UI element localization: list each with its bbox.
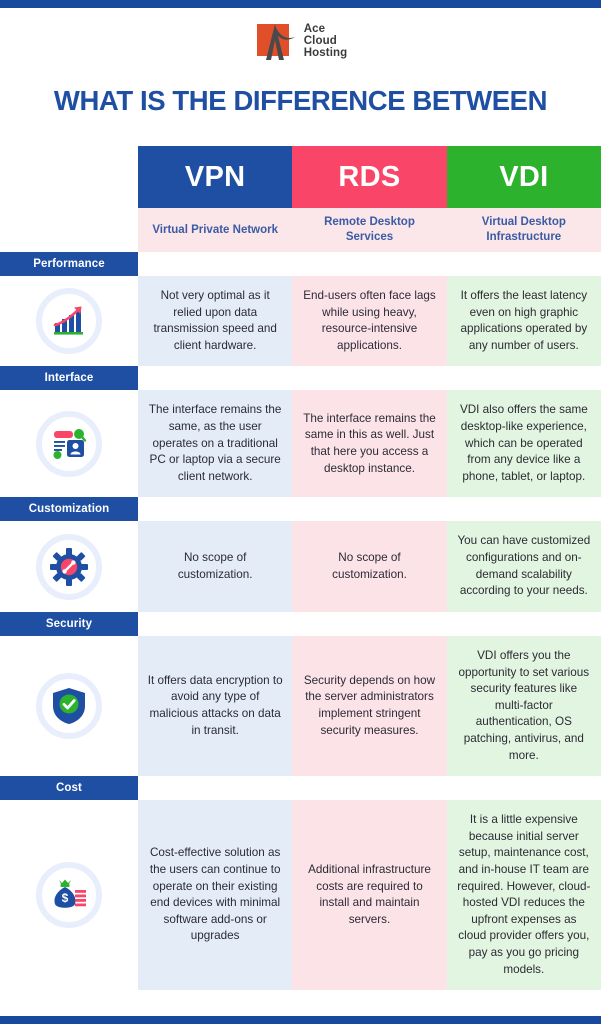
row-icon-security [0, 635, 138, 777]
cell-security-vdi-text: VDI offers you the opportunity to set va… [458, 648, 590, 762]
row-icon-cost: $ [0, 800, 138, 991]
table-header-row: VPN RDS VDI [0, 146, 601, 208]
row-icon-customization [0, 521, 138, 612]
cell-interface-vdi-text: VDI also offers the same desktop-like ex… [459, 403, 588, 483]
column-header-rds-label: RDS [338, 160, 401, 193]
brand-logo: Ace Cloud Hosting [254, 18, 348, 66]
cell-customization-rds: No scope of customization. [292, 521, 447, 612]
cell-interface-vdi: VDI also offers the same desktop-like ex… [446, 390, 601, 498]
section-badge-interface-label: Interface [44, 372, 94, 385]
section-badge-security-label: Security [45, 617, 93, 630]
cell-customization-vpn: No scope of customization. [138, 521, 293, 612]
header: Ace Cloud Hosting WHAT IS THE DIFFERENCE… [0, 0, 601, 117]
table-row: Not very optimal as it relied upon data … [0, 276, 601, 367]
ace-cloud-hosting-logo-icon [254, 20, 298, 64]
subtitle-corner-spacer [0, 208, 138, 252]
column-header-vdi: VDI [446, 146, 601, 208]
brand-line-1: Ace [303, 23, 326, 36]
page-title: WHAT IS THE DIFFERENCE BETWEEN [53, 85, 548, 116]
top-accent-bar [0, 0, 601, 8]
table-row: No scope of customization. No scope of c… [0, 521, 601, 612]
column-header-vpn: VPN [138, 146, 293, 208]
section-badge-performance: Performance [0, 252, 138, 276]
column-header-vdi-label: VDI [499, 160, 549, 193]
section-badge-performance-label: Performance [33, 258, 105, 270]
column-subtitle-vpn-label: Virtual Private Network [152, 223, 279, 236]
section-badge-customization-label: Customization [28, 503, 110, 516]
column-header-rds: RDS [292, 146, 447, 208]
cell-customization-rds-text: No scope of customization. [332, 551, 407, 581]
row-icon-performance [0, 276, 138, 367]
svg-text:$: $ [62, 891, 69, 905]
comparison-table: VPN RDS VDI Virtual Private Network Remo… [0, 146, 601, 991]
bar-chart-growth-icon [36, 288, 102, 355]
bottom-accent-bar [0, 1016, 601, 1024]
cell-interface-vpn-text: The interface remains the same, as the u… [148, 403, 282, 483]
section-badge-cost-label: Cost [56, 782, 82, 795]
section-label-customization: Customization [0, 497, 601, 522]
table-row: $ Cost-effective solution as the users c… [0, 800, 601, 991]
table-row: The interface remains the same, as the u… [0, 390, 601, 498]
section-label-cost: Cost [0, 776, 601, 801]
cell-customization-vpn-text: No scope of customization. [177, 551, 253, 581]
column-subtitle-vdi-label: Virtual Desktop Infrastructure [481, 216, 566, 243]
cell-cost-rds-text: Additional infrastructure costs are requ… [308, 863, 431, 926]
section-badge-interface: Interface [0, 366, 138, 391]
gear-wrench-icon [36, 533, 102, 600]
cell-customization-vdi-text: You can have customized configurations a… [457, 534, 591, 598]
cell-cost-vdi-text: It is a little expensive because initial… [457, 813, 591, 976]
column-subtitle-rds-label: Remote Desktop Services [324, 216, 415, 243]
brand-line-3: Hosting [303, 46, 348, 59]
column-subtitle-vdi: Virtual Desktop Infrastructure [446, 208, 601, 252]
cell-interface-rds-text: The interface remains the same in this a… [303, 411, 436, 475]
cell-customization-vdi: You can have customized configurations a… [446, 521, 601, 612]
cell-cost-rds: Additional infrastructure costs are requ… [292, 800, 447, 991]
cell-cost-vpn-text: Cost-effective solution as the users can… [149, 846, 281, 943]
row-icon-interface [0, 390, 138, 498]
cell-security-vdi: VDI offers you the opportunity to set va… [446, 635, 601, 777]
column-header-vpn-label: VPN [184, 160, 246, 193]
cell-performance-vdi-text: It offers the least latency even on high… [460, 289, 588, 352]
section-badge-cost: Cost [0, 776, 138, 801]
shield-check-icon [36, 673, 102, 740]
table-row: It offers data encryption to avoid any t… [0, 635, 601, 777]
header-corner-spacer [0, 146, 138, 208]
cell-security-vpn-text: It offers data encryption to avoid any t… [147, 673, 283, 737]
section-label-performance: Performance [0, 252, 601, 276]
brand-name: Ace Cloud Hosting [303, 23, 348, 60]
column-subtitle-rds: Remote Desktop Services [292, 208, 447, 252]
section-badge-security: Security [0, 611, 138, 636]
brand-line-2: Cloud [303, 35, 337, 48]
cell-performance-vpn: Not very optimal as it relied upon data … [138, 276, 293, 367]
cell-performance-vdi: It offers the least latency even on high… [446, 276, 601, 367]
section-label-interface: Interface [0, 366, 601, 391]
cell-security-rds-text: Security depends on how the server admin… [303, 673, 436, 737]
cell-performance-vpn-text: Not very optimal as it relied upon data … [153, 289, 277, 352]
money-bag-icon: $ [36, 862, 102, 929]
table-subtitle-row: Virtual Private Network Remote Desktop S… [0, 208, 601, 252]
section-badge-customization: Customization [0, 497, 138, 522]
cell-performance-rds: End-users often face lags while using he… [292, 276, 447, 367]
cell-interface-vpn: The interface remains the same, as the u… [138, 390, 293, 498]
cell-security-rds: Security depends on how the server admin… [292, 635, 447, 777]
user-interface-card-icon [36, 410, 102, 477]
cell-cost-vdi: It is a little expensive because initial… [446, 800, 601, 991]
section-label-security: Security [0, 611, 601, 636]
column-subtitle-vpn: Virtual Private Network [138, 208, 293, 252]
cell-cost-vpn: Cost-effective solution as the users can… [138, 800, 293, 991]
cell-performance-rds-text: End-users often face lags while using he… [303, 289, 436, 352]
cell-security-vpn: It offers data encryption to avoid any t… [138, 635, 293, 777]
cell-interface-rds: The interface remains the same in this a… [292, 390, 447, 498]
